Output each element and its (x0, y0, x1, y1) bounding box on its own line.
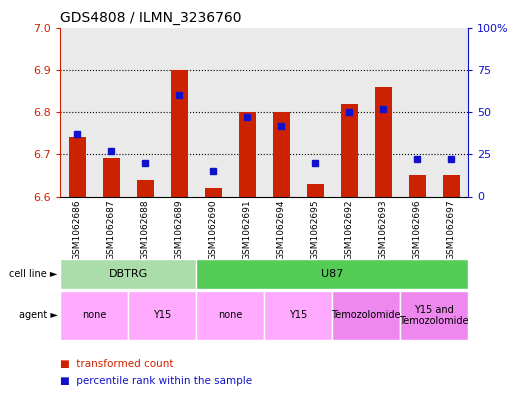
Bar (103, 158, 120, 196)
Bar (306, 184, 324, 196)
Bar (434, 28, 468, 196)
Bar (128, 28, 162, 196)
Bar (298, 28, 332, 196)
Text: none: none (82, 310, 106, 320)
Text: agent ►: agent ► (19, 310, 58, 320)
Bar (340, 104, 358, 196)
Text: ■  percentile rank within the sample: ■ percentile rank within the sample (60, 376, 252, 386)
Text: U87: U87 (321, 269, 343, 279)
Bar (374, 87, 392, 196)
Bar (137, 180, 154, 196)
Text: Y15: Y15 (153, 310, 171, 320)
Text: Y15: Y15 (289, 310, 307, 320)
Bar (408, 175, 426, 196)
Bar (170, 70, 188, 196)
Text: GDS4808 / ILMN_3236760: GDS4808 / ILMN_3236760 (60, 11, 242, 25)
Bar (94, 28, 128, 196)
Bar (366, 28, 400, 196)
Bar (400, 28, 434, 196)
Bar (332, 28, 366, 196)
Bar (442, 175, 460, 196)
Bar (196, 28, 230, 196)
Bar (69, 138, 86, 196)
Bar (272, 112, 290, 196)
Text: none: none (218, 310, 242, 320)
Text: Temozolomide: Temozolomide (332, 310, 401, 320)
Text: DBTRG: DBTRG (108, 269, 148, 279)
Text: cell line ►: cell line ► (9, 269, 58, 279)
Text: ■  transformed count: ■ transformed count (60, 358, 174, 369)
Bar (264, 28, 298, 196)
Bar (238, 112, 256, 196)
Bar (162, 28, 196, 196)
Bar (60, 28, 94, 196)
Bar (204, 188, 222, 196)
Bar (230, 28, 264, 196)
Text: Y15 and
Temozolomide: Y15 and Temozolomide (400, 305, 469, 326)
